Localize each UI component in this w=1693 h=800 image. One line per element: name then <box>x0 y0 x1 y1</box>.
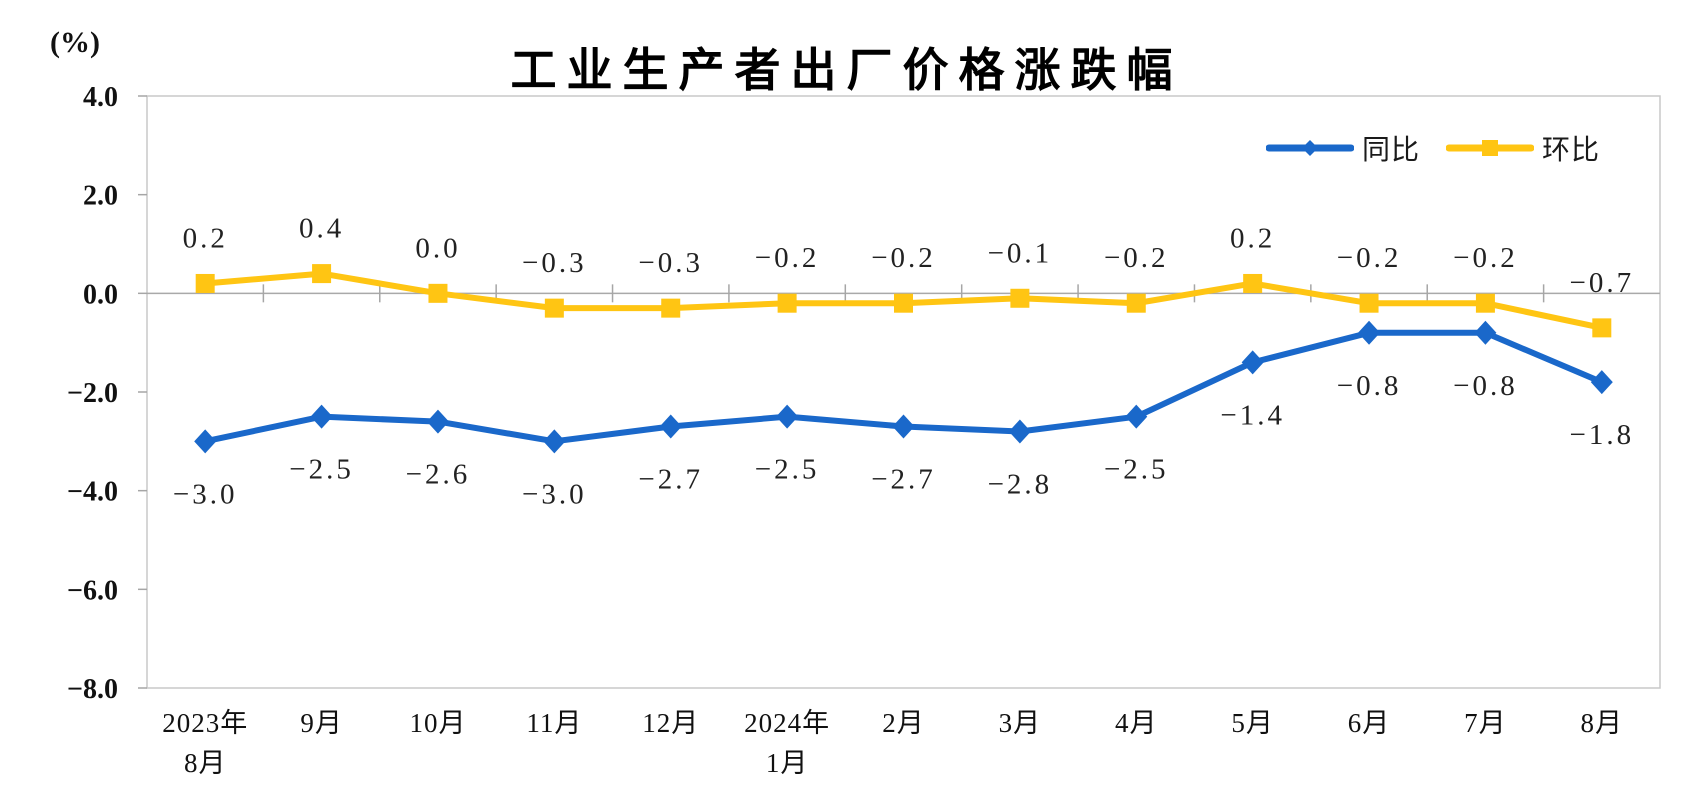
data-label-mom: −0.1 <box>988 237 1053 269</box>
data-label-yoy: −2.7 <box>638 464 703 496</box>
x-tick-label: 4月 <box>1115 708 1158 738</box>
data-label-yoy: −2.8 <box>988 468 1053 500</box>
marker-square-mom <box>661 298 681 318</box>
x-tick-label: 7月 <box>1464 708 1507 738</box>
marker-diamond-yoy <box>1358 320 1381 345</box>
x-tick-label: 11月 <box>526 708 582 738</box>
marker-square-mom <box>894 293 913 313</box>
marker-square-mom <box>1592 318 1612 338</box>
x-tick-label: 2023年 <box>162 708 248 738</box>
legend-label-mom: 环比 <box>1542 135 1601 166</box>
marker-diamond-yoy <box>1241 350 1264 375</box>
legend: 同比 环比 <box>1266 128 1600 168</box>
legend-item-mom: 环比 <box>1446 128 1600 168</box>
data-label-yoy: −2.5 <box>1104 454 1169 486</box>
legend-item-yoy: 同比 <box>1266 128 1420 168</box>
x-tick-label: 2024年 <box>744 708 830 738</box>
y-tick-label: −2.0 <box>67 378 118 409</box>
marker-diamond-yoy <box>194 429 217 454</box>
marker-diamond-yoy <box>310 404 333 429</box>
legend-swatch-yoy-line-diamond-icon <box>1266 140 1354 156</box>
data-label-yoy: −0.8 <box>1337 370 1402 402</box>
x-tick-label: 8月 <box>184 748 227 778</box>
data-label-yoy: −1.4 <box>1220 399 1285 431</box>
data-label-yoy: −3.0 <box>522 478 587 510</box>
chart-title: 工业生产者出厂价格涨跌幅 <box>510 45 1183 96</box>
data-label-mom: −0.3 <box>522 247 587 279</box>
data-label-mom: −0.3 <box>638 247 703 279</box>
marker-square-mom <box>1126 293 1146 313</box>
marker-diamond-yoy <box>659 414 682 439</box>
data-label-mom: 0.4 <box>299 213 344 245</box>
data-label-yoy: −2.5 <box>289 454 354 486</box>
y-tick-label: 0.0 <box>83 279 118 310</box>
data-label-yoy: −1.8 <box>1570 419 1635 451</box>
marker-diamond-yoy <box>543 429 566 454</box>
marker-diamond-yoy <box>1474 320 1497 345</box>
data-label-yoy: −3.0 <box>173 478 238 510</box>
data-label-yoy: −2.7 <box>871 464 936 496</box>
data-label-mom: −0.2 <box>755 242 820 274</box>
marker-square-mom <box>428 283 448 303</box>
data-label-yoy: −2.6 <box>406 459 471 491</box>
y-tick-label: 4.0 <box>83 82 118 113</box>
x-tick-label: 5月 <box>1231 708 1274 738</box>
data-label-yoy: −0.8 <box>1453 370 1518 402</box>
marker-square-mom <box>777 293 797 313</box>
x-tick-label: 12月 <box>642 708 699 738</box>
marker-square-mom <box>1010 288 1030 308</box>
y-axis-unit-label: (%) <box>50 26 100 59</box>
y-tick-label: −4.0 <box>67 477 118 508</box>
data-label-mom: 0.2 <box>183 222 228 254</box>
marker-diamond-yoy <box>892 414 915 439</box>
marker-square-mom <box>1359 293 1379 313</box>
marker-square-mom <box>195 273 215 293</box>
y-tick-label: −8.0 <box>67 674 118 705</box>
marker-square-mom <box>1475 293 1495 313</box>
y-tick-label: 2.0 <box>83 181 118 212</box>
x-tick-label: 1月 <box>766 748 809 778</box>
marker-square-mom <box>1243 273 1263 293</box>
marker-square-mom <box>312 264 332 284</box>
y-tick-label: −6.0 <box>67 575 118 606</box>
data-label-mom: −0.2 <box>1337 242 1402 274</box>
legend-swatch-mom-line-square-icon <box>1446 140 1535 156</box>
legend-label-yoy: 同比 <box>1362 135 1421 166</box>
marker-diamond-yoy <box>426 409 449 434</box>
x-tick-label: 6月 <box>1348 708 1391 738</box>
marker-diamond-yoy <box>1125 404 1148 429</box>
data-label-mom: −0.7 <box>1570 267 1635 299</box>
data-label-mom: −0.2 <box>1104 242 1169 274</box>
marker-diamond-yoy <box>1590 370 1613 395</box>
data-label-mom: 0.2 <box>1230 222 1275 254</box>
x-tick-label: 9月 <box>300 708 343 738</box>
data-label-mom: 0.0 <box>415 232 460 264</box>
data-label-mom: −0.2 <box>871 242 936 274</box>
marker-diamond-yoy <box>776 404 799 429</box>
x-tick-label: 3月 <box>999 708 1042 738</box>
data-label-mom: −0.2 <box>1453 242 1518 274</box>
x-tick-label: 8月 <box>1581 708 1624 738</box>
data-label-yoy: −2.5 <box>755 454 820 486</box>
x-tick-label: 10月 <box>409 708 466 738</box>
plot-border <box>146 95 1661 689</box>
marker-diamond-yoy <box>1008 419 1031 444</box>
marker-square-mom <box>544 298 564 318</box>
x-tick-label: 2月 <box>882 708 925 738</box>
